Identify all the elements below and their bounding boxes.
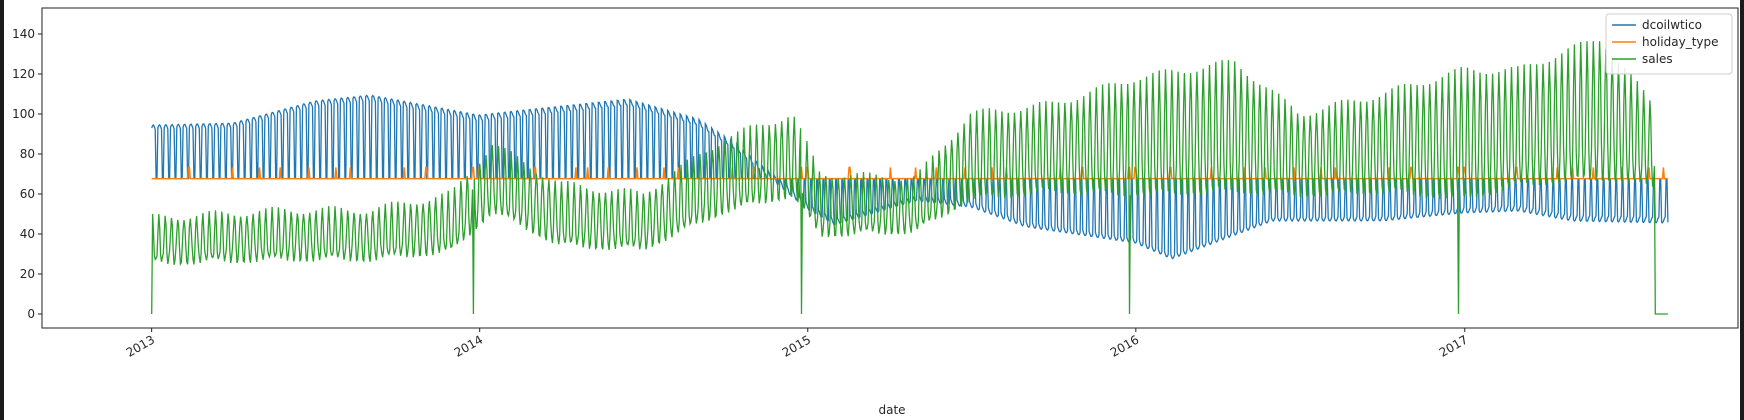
legend-label: dcoilwtico: [1642, 18, 1702, 32]
x-tick-label: 2016: [1108, 332, 1141, 359]
x-tick-label: 2014: [452, 332, 485, 359]
x-tick-label: 2013: [124, 332, 157, 359]
x-axis-label: date: [878, 403, 905, 417]
legend-box: [1605, 13, 1733, 75]
y-tick-label: 80: [20, 147, 35, 161]
x-tick-label: 2017: [1437, 332, 1470, 359]
y-tick-label: 0: [27, 307, 35, 321]
series-line-sales: [151, 41, 1668, 315]
window-edge-left: [0, 0, 4, 420]
y-tick-label: 20: [20, 267, 35, 281]
y-tick-label: 140: [12, 27, 35, 41]
legend-label: sales: [1642, 52, 1673, 66]
y-tick-label: 100: [12, 107, 35, 121]
x-axis: 2013 2014 2015 2016 2017: [124, 328, 1470, 360]
window-edge-right: [1740, 0, 1744, 420]
y-tick-label: 40: [20, 227, 35, 241]
y-tick-label: 60: [20, 187, 35, 201]
y-tick-label: 120: [12, 67, 35, 81]
axes-frame: [41, 7, 1739, 329]
legend-label: holiday_type: [1642, 35, 1719, 49]
plot-area: [151, 41, 1669, 315]
x-tick-label: 2015: [780, 332, 813, 359]
y-axis: 0 20 40 60 80 100 120 140: [12, 27, 42, 321]
